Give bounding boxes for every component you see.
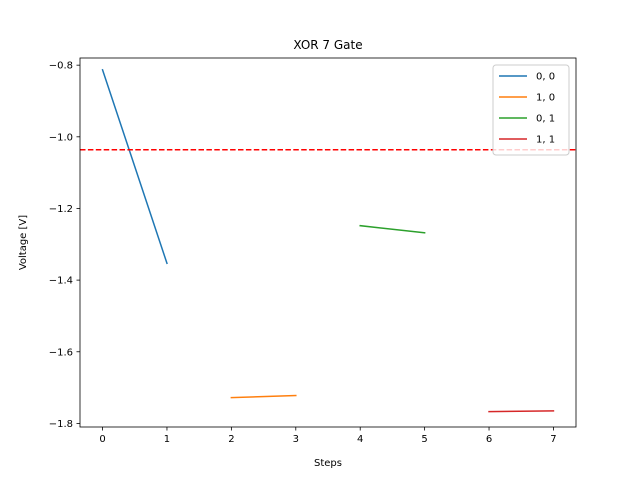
y-tick-label: −1.2 xyxy=(49,204,73,215)
y-tick-label: −1.6 xyxy=(49,347,73,358)
ticks: 0 1 2 3 4 5 6 7 −1.8 −1.6 −1.4 −1.2 −1.0 −0.8 xyxy=(49,61,557,445)
x-tick-label: 1 xyxy=(164,434,170,445)
axes-frame xyxy=(79,57,577,428)
x-tick-label: 6 xyxy=(486,434,492,445)
x-tick-label: 3 xyxy=(293,434,299,445)
series-line-3 xyxy=(488,410,555,413)
chart-title: XOR 7 Gate xyxy=(293,38,362,52)
x-tick-label: 5 xyxy=(421,434,427,445)
y-tick-label: −1.8 xyxy=(49,419,73,430)
y-tick-label: −1.4 xyxy=(49,276,73,287)
y-tick-label: −0.8 xyxy=(49,61,73,72)
legend-label: 0, 0 xyxy=(536,72,555,83)
axes xyxy=(79,57,577,428)
series-line-2 xyxy=(359,224,426,234)
legend-label: 1, 0 xyxy=(536,93,555,104)
series-line-0 xyxy=(101,68,168,265)
x-tick-label: 7 xyxy=(550,434,556,445)
legend-box xyxy=(492,64,570,156)
x-tick-label: 2 xyxy=(228,434,234,445)
series-layer xyxy=(101,68,555,413)
legend: 0, 0 1, 0 0, 1 1, 1 xyxy=(492,64,570,156)
x-tick-label: 4 xyxy=(357,434,363,445)
y-tick-label: −1.0 xyxy=(49,132,73,143)
series-line-1 xyxy=(230,394,297,399)
legend-label: 0, 1 xyxy=(536,114,555,125)
x-axis-label: Steps xyxy=(314,458,342,469)
x-tick-label: 0 xyxy=(99,434,105,445)
legend-label: 1, 1 xyxy=(536,135,555,146)
y-axis-label: Voltage [V] xyxy=(18,215,29,270)
